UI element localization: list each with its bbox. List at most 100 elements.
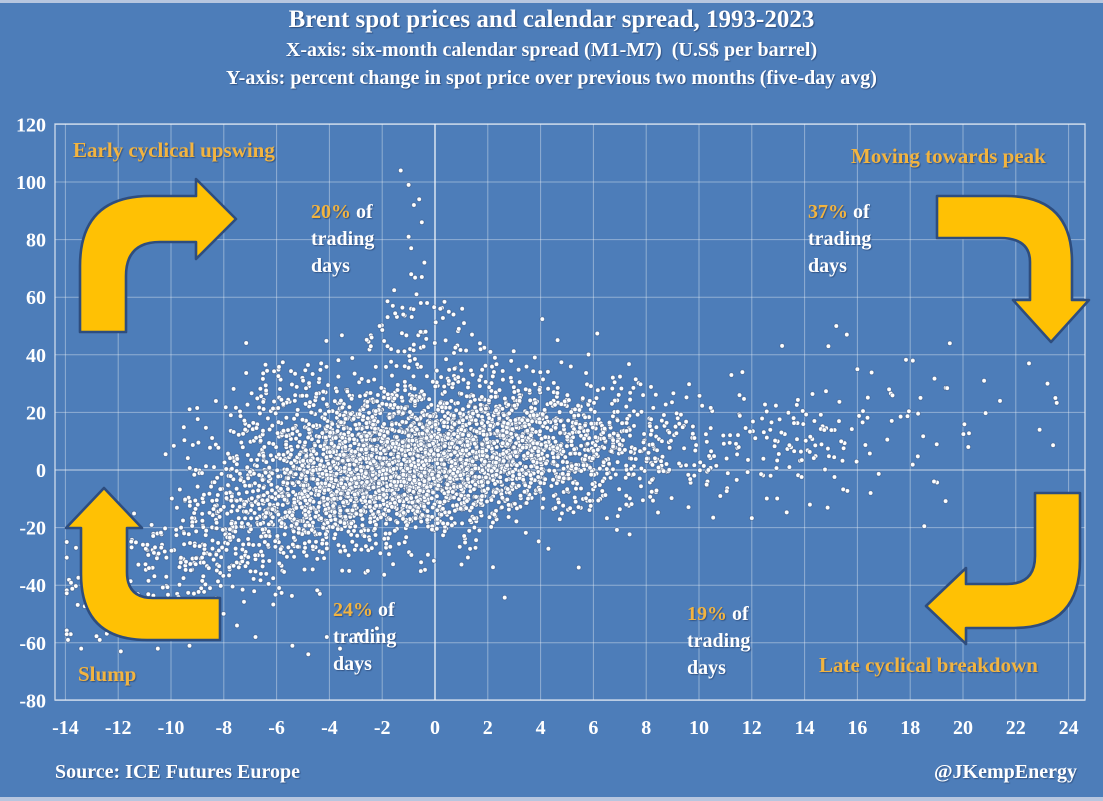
scatter-point xyxy=(802,437,809,444)
scatter-point xyxy=(428,402,435,408)
stage-label-slump: Slump xyxy=(78,662,137,686)
scatter-point xyxy=(210,556,217,563)
scatter-point xyxy=(806,449,813,455)
scatter-point xyxy=(319,540,325,547)
scatter-point xyxy=(418,559,424,566)
scatter-point xyxy=(440,505,446,512)
scatter-point xyxy=(503,477,510,483)
scatter-point xyxy=(393,434,400,440)
scatter-point xyxy=(345,552,352,559)
scatter-point xyxy=(151,573,158,579)
scatter-point xyxy=(622,474,629,481)
scatter-point xyxy=(840,486,846,493)
scatter-point xyxy=(487,422,494,429)
scatter-point xyxy=(177,486,183,493)
scatter-point xyxy=(402,405,408,412)
scatter-point xyxy=(332,398,338,404)
scatter-point xyxy=(218,554,224,560)
scatter-point xyxy=(960,431,967,437)
scatter-point xyxy=(509,426,516,432)
scatter-point xyxy=(502,395,508,402)
scatter-point xyxy=(140,541,146,548)
scatter-point xyxy=(194,483,201,490)
scatter-point xyxy=(484,498,490,505)
scatter-point xyxy=(500,432,506,439)
scatter-point xyxy=(370,484,377,491)
scatter-point xyxy=(226,572,232,579)
scatter-point xyxy=(275,419,282,425)
scatter-point xyxy=(468,504,475,511)
scatter-point xyxy=(500,451,506,457)
scatter-point xyxy=(800,421,807,427)
scatter-point xyxy=(515,366,522,373)
scatter-point xyxy=(419,219,425,226)
scatter-point xyxy=(559,510,565,517)
scatter-point xyxy=(859,419,866,426)
scatter-point xyxy=(174,504,180,511)
chart-subtitle-yaxis: Y-axis: percent change in spot price ove… xyxy=(226,67,877,89)
scatter-point xyxy=(228,508,235,515)
scatter-point xyxy=(548,483,555,489)
scatter-point xyxy=(361,533,368,539)
scatter-point xyxy=(525,495,531,502)
scatter-point xyxy=(486,415,492,421)
scatter-point xyxy=(608,448,615,454)
scatter-point xyxy=(826,453,832,459)
scatter-point xyxy=(424,491,430,498)
scatter-point xyxy=(405,443,412,449)
scatter-point xyxy=(617,373,623,380)
scatter-point xyxy=(868,369,875,376)
scatter-point xyxy=(412,356,418,362)
scatter-point xyxy=(271,368,277,375)
scatter-point xyxy=(257,410,263,417)
scatter-point xyxy=(504,429,510,435)
scatter-point xyxy=(209,498,216,504)
scatter-point xyxy=(466,528,473,534)
scatter-point xyxy=(557,418,564,424)
scatter-point xyxy=(465,432,472,438)
scatter-point xyxy=(274,430,281,436)
scatter-point xyxy=(178,554,184,561)
scatter-point xyxy=(176,581,183,588)
scatter-point xyxy=(825,343,832,349)
scatter-point xyxy=(451,412,457,419)
scatter-point xyxy=(448,459,455,465)
scatter-point xyxy=(319,471,326,477)
scatter-point xyxy=(239,586,246,593)
scatter-point xyxy=(461,320,467,326)
scatter-point xyxy=(315,504,322,510)
scatter-point xyxy=(395,348,401,355)
scatter-point xyxy=(458,426,465,433)
x-tick-label: 12 xyxy=(742,717,762,739)
scatter-point xyxy=(560,422,567,429)
scatter-point xyxy=(378,514,384,521)
scatter-point xyxy=(353,511,360,517)
scatter-point xyxy=(560,502,566,509)
scatter-point xyxy=(379,475,386,482)
scatter-point xyxy=(478,479,485,485)
scatter-point xyxy=(473,494,479,500)
scatter-point xyxy=(219,544,225,551)
scatter-point xyxy=(233,404,239,411)
scatter-point xyxy=(401,491,408,498)
scatter-point xyxy=(317,367,324,373)
scatter-point xyxy=(386,415,393,421)
scatter-point xyxy=(499,440,506,446)
scatter-point xyxy=(512,417,519,423)
scatter-point xyxy=(549,450,556,456)
scatter-point xyxy=(644,455,650,462)
scatter-point xyxy=(532,381,538,387)
scatter-point xyxy=(155,550,162,557)
scatter-point xyxy=(1036,426,1043,433)
scatter-point xyxy=(350,416,357,422)
scatter-point xyxy=(194,416,201,422)
scatter-point xyxy=(434,525,440,532)
scatter-point xyxy=(648,488,655,495)
scatter-point xyxy=(314,481,321,487)
scatter-point xyxy=(510,348,517,354)
scatter-point xyxy=(493,455,500,461)
scatter-point xyxy=(616,486,622,492)
scatter-point xyxy=(333,471,340,477)
scatter-point xyxy=(496,499,502,505)
scatter-point xyxy=(564,392,571,398)
